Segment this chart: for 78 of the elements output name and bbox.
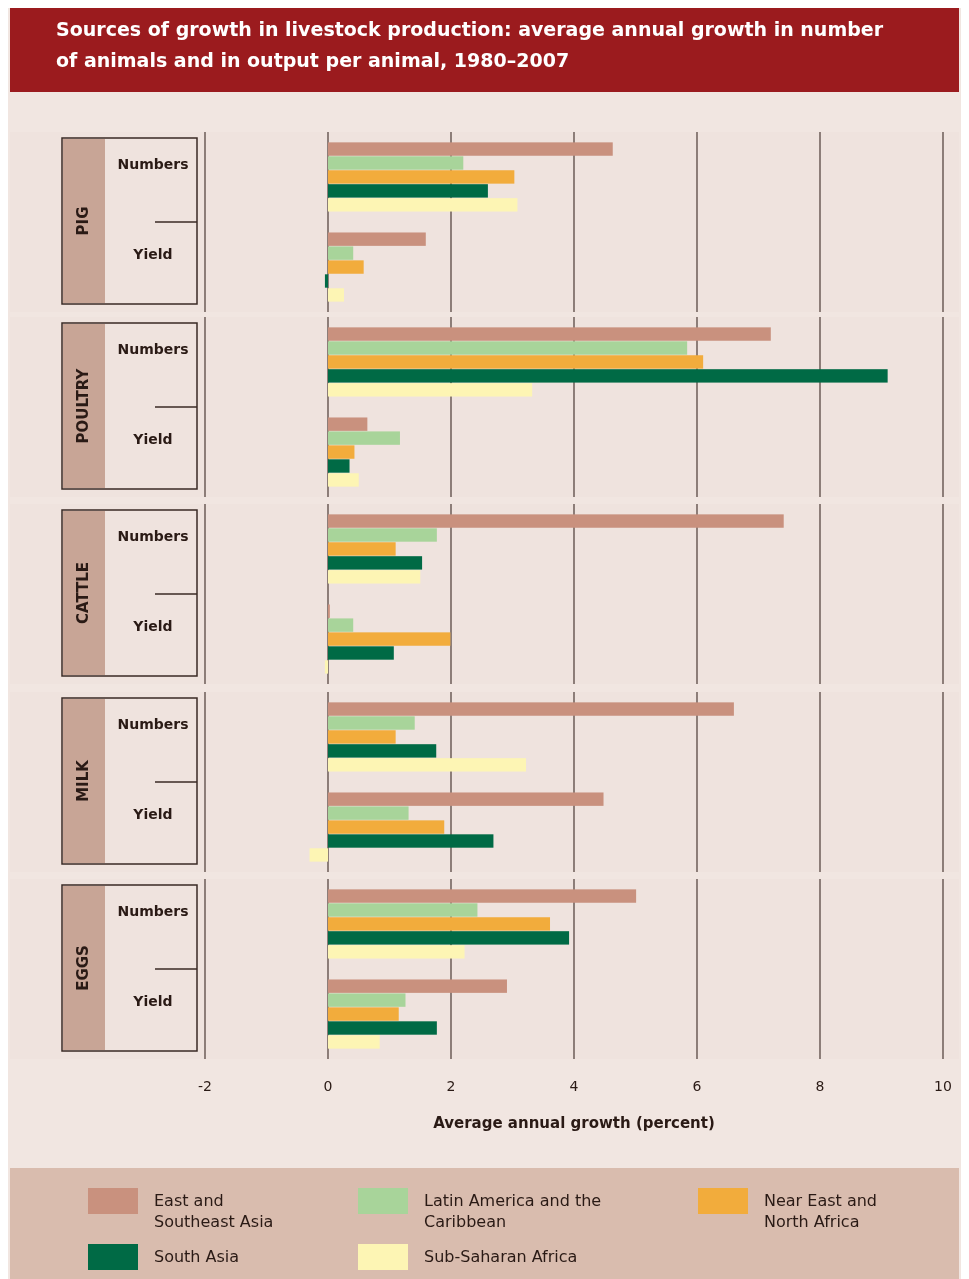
bar [328,473,359,487]
bar [328,383,533,397]
legend-label: South Asia [154,1247,240,1266]
x-tick-label: 8 [815,1078,825,1094]
bar [328,979,507,993]
bar [328,246,354,260]
bar [324,274,328,288]
y-axis-title: CATTLE [74,561,92,625]
bar [328,232,426,246]
y-axis-title: EGGS [74,945,92,991]
bar [328,889,637,903]
legend-label: Near East and North Africa [764,1191,877,1231]
y-tick-label: Yield [132,246,173,263]
bar [328,806,409,820]
legend-label: East and Southeast Asia [154,1191,274,1231]
bar [328,646,394,660]
bar [328,758,527,772]
y-tick-label: Numbers [117,340,189,357]
bar [328,369,888,383]
bar [328,556,423,570]
bar [328,142,613,156]
bar [328,341,688,355]
y-axis-title: MILK [74,758,92,802]
bar [328,184,488,198]
x-tick-label: -2 [198,1078,212,1094]
bar [328,618,354,632]
bar [328,431,400,445]
bar [328,744,437,758]
y-axis-title: POULTRY [74,367,92,444]
legend-label: Latin America and the Caribbean [424,1191,602,1231]
bar [328,820,445,834]
bar [328,288,344,302]
x-tick-label: 2 [446,1078,456,1094]
x-tick-label: 10 [934,1078,952,1094]
legend-label: Sub-Saharan Africa [424,1247,578,1266]
x-tick-label: 6 [692,1078,702,1094]
bar [328,903,478,917]
bar [328,632,451,646]
bar [328,528,437,542]
bar [328,1035,380,1049]
bar [328,198,518,212]
bar [328,834,494,848]
y-tick-label: Yield [132,431,173,448]
bar [328,716,415,730]
y-tick-label: Yield [132,806,173,823]
bar [328,1007,399,1021]
bar [328,792,604,806]
bar [328,702,734,716]
y-tick-label: Numbers [117,902,189,919]
bar [328,417,368,431]
y-tick-label: Numbers [117,155,189,172]
bar [328,459,350,473]
y-tick-label: Yield [132,618,173,635]
bar [328,355,704,369]
y-tick-label: Numbers [117,715,189,732]
bar [324,660,328,674]
x-tick-label: 4 [569,1078,579,1094]
bar [328,170,515,184]
bar [328,917,551,931]
chart-title: Sources of growth in livestock production: average annual growth in number of animals and in output per animal, 1980–2007 [56,18,884,71]
bar [328,1021,437,1035]
bar [328,730,396,744]
y-tick-label: Yield [132,993,173,1010]
bar [309,848,328,862]
bar [328,260,364,274]
bar [328,945,465,959]
x-tick-label: 0 [323,1078,333,1094]
y-tick-label: Numbers [117,527,189,544]
bar [328,445,355,459]
bar [328,931,570,945]
bar [328,542,396,556]
bar [328,327,771,341]
bar [328,156,464,170]
x-axis-title: Average annual growth (percent) [433,1114,715,1132]
bar [328,993,406,1007]
bar [328,514,784,528]
y-axis-title: PIG [74,206,92,236]
bar [328,570,421,584]
